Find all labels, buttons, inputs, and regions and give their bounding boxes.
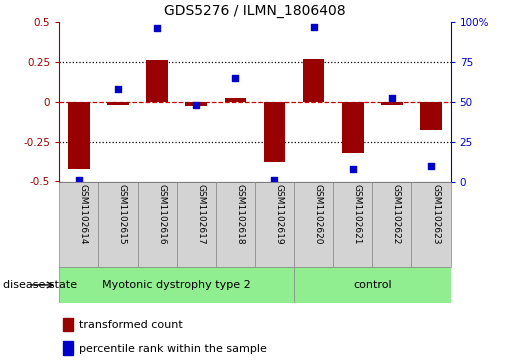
Text: GSM1102618: GSM1102618 (235, 184, 244, 245)
Bar (294, 267, 451, 303)
Text: GSM1102614: GSM1102614 (79, 184, 88, 245)
Point (310, 24, 318, 29)
Bar (177, 182, 216, 267)
Text: GSM1102620: GSM1102620 (314, 184, 322, 245)
Title: GDS5276 / ILMN_1806408: GDS5276 / ILMN_1806408 (164, 4, 346, 18)
Bar (255, 182, 294, 267)
Bar (411, 182, 451, 267)
Bar (138, 182, 177, 267)
Text: GSM1102615: GSM1102615 (118, 184, 127, 245)
Bar (63, 318, 73, 331)
Bar (381, 102, 403, 105)
Bar (59, 182, 98, 267)
Text: GSM1102619: GSM1102619 (274, 184, 283, 245)
Point (427, 163, 435, 168)
Text: GSM1102621: GSM1102621 (353, 184, 362, 245)
Bar (185, 102, 207, 106)
Text: percentile rank within the sample: percentile rank within the sample (79, 344, 267, 354)
Bar (303, 58, 324, 102)
Bar (225, 98, 246, 102)
Text: disease state: disease state (3, 280, 77, 290)
Text: control: control (353, 280, 392, 290)
Bar (59, 267, 294, 303)
Point (270, 177, 279, 183)
Bar (146, 60, 168, 102)
Bar (68, 102, 90, 169)
Bar (342, 102, 364, 153)
Point (153, 25, 161, 31)
Point (192, 102, 200, 108)
Bar (294, 182, 333, 267)
Bar (372, 182, 411, 267)
Bar (98, 182, 138, 267)
Point (114, 86, 122, 92)
Text: GSM1102623: GSM1102623 (431, 184, 440, 245)
Point (231, 75, 239, 81)
Point (75, 177, 83, 183)
Text: GSM1102622: GSM1102622 (392, 184, 401, 244)
Text: GSM1102616: GSM1102616 (157, 184, 166, 245)
Point (388, 95, 396, 101)
Bar (107, 102, 129, 105)
Text: transformed count: transformed count (79, 321, 182, 330)
Bar (63, 342, 73, 355)
Point (349, 166, 357, 172)
Bar (264, 102, 285, 162)
Text: Myotonic dystrophy type 2: Myotonic dystrophy type 2 (102, 280, 251, 290)
Text: GSM1102617: GSM1102617 (196, 184, 205, 245)
Bar (216, 182, 255, 267)
Bar (333, 182, 372, 267)
Bar (420, 102, 442, 130)
